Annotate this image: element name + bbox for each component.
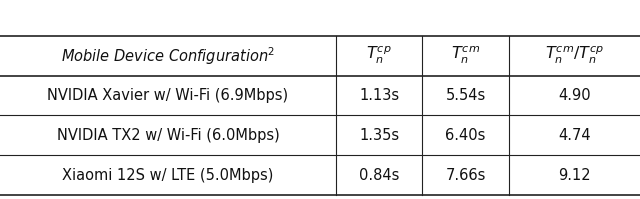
Text: $T_n^{cm}$: $T_n^{cm}$ [451,45,480,66]
Text: 6.40s: 6.40s [445,128,486,143]
Text: 5.54s: 5.54s [445,88,486,103]
Text: 4.90: 4.90 [558,88,591,103]
Text: NVIDIA TX2 w/ Wi-Fi (6.0Mbps): NVIDIA TX2 w/ Wi-Fi (6.0Mbps) [56,128,280,143]
Text: $T_n^{cm}/T_n^{cp}$: $T_n^{cm}/T_n^{cp}$ [545,45,604,66]
Text: Mobile Device Configuration$^2$: Mobile Device Configuration$^2$ [61,45,275,67]
Text: 0.84s: 0.84s [359,168,399,183]
Text: $T_n^{cp}$: $T_n^{cp}$ [366,45,392,66]
Text: 1.13s: 1.13s [359,88,399,103]
Text: 7.66s: 7.66s [445,168,486,183]
Text: 4.74: 4.74 [558,128,591,143]
Text: NVIDIA Xavier w/ Wi-Fi (6.9Mbps): NVIDIA Xavier w/ Wi-Fi (6.9Mbps) [47,88,289,103]
Text: Xiaomi 12S w/ LTE (5.0Mbps): Xiaomi 12S w/ LTE (5.0Mbps) [62,168,274,183]
Text: 9.12: 9.12 [558,168,591,183]
Text: 1.35s: 1.35s [359,128,399,143]
